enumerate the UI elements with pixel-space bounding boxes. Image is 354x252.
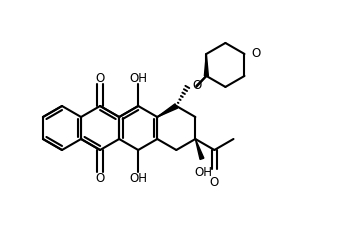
Polygon shape xyxy=(157,104,178,117)
Text: OH: OH xyxy=(129,172,147,184)
Text: OH: OH xyxy=(194,166,212,179)
Text: OH: OH xyxy=(129,72,147,84)
Text: O: O xyxy=(96,172,105,184)
Polygon shape xyxy=(204,54,209,76)
Polygon shape xyxy=(195,139,204,160)
Text: O: O xyxy=(192,79,201,92)
Text: O: O xyxy=(96,72,105,84)
Text: O: O xyxy=(210,176,219,189)
Text: O: O xyxy=(251,47,261,60)
